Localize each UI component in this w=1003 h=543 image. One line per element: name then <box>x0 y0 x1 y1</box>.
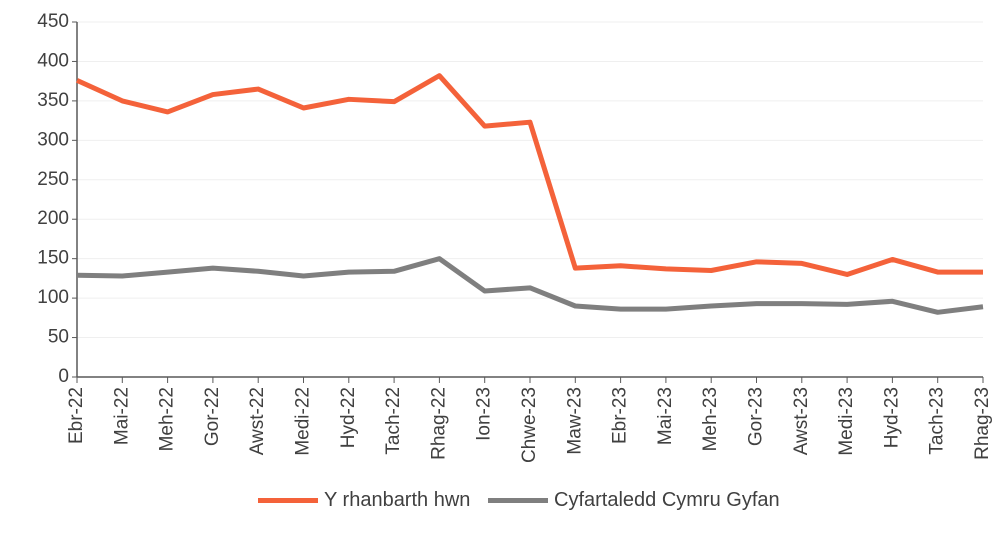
x-tick-label: Awst-23 <box>791 387 812 455</box>
series-line <box>75 73 983 277</box>
y-tick-label: 300 <box>37 129 69 150</box>
x-tick-label: Rhag-23 <box>972 387 993 460</box>
x-tick-label: Hyd-22 <box>338 387 359 448</box>
series-line <box>76 256 984 315</box>
x-tick-label: Meh-22 <box>157 387 178 451</box>
x-tick-label: Ion-23 <box>474 387 495 441</box>
y-tick-label: 50 <box>48 327 69 348</box>
legend-item: Y rhanbarth hwn <box>258 485 474 515</box>
y-tick-label: 250 <box>37 169 69 190</box>
x-tick-label: Maw-23 <box>564 387 585 455</box>
legend-swatch <box>488 498 548 503</box>
y-tick-label: 0 <box>58 366 69 387</box>
x-tick-label: Chwe-23 <box>519 387 540 463</box>
x-tick-label: Awst-22 <box>247 387 268 455</box>
y-tick-label: 100 <box>37 287 69 308</box>
x-tick-label: Tach-22 <box>383 387 404 455</box>
x-tick-label: Ebr-22 <box>66 387 87 444</box>
y-tick-label: 150 <box>37 248 69 269</box>
y-tick-label: 200 <box>37 208 69 229</box>
x-tick-label: Rhag-22 <box>428 387 449 460</box>
legend-item: Cyfartaledd Cymru Gyfan <box>488 485 780 515</box>
x-tick-label: Mai-22 <box>111 387 132 445</box>
x-tick-label: Meh-23 <box>700 387 721 451</box>
y-tick-label: 400 <box>37 50 69 71</box>
x-tick-label: Medi-23 <box>836 387 857 456</box>
y-tick-label: 350 <box>37 90 69 111</box>
x-tick-label: Medi-22 <box>293 387 314 456</box>
legend-swatch <box>258 498 318 503</box>
legend-label: Cyfartaledd Cymru Gyfan <box>554 489 780 511</box>
x-tick-label: Hyd-23 <box>881 387 902 448</box>
x-tick-label: Gor-23 <box>746 387 767 446</box>
y-tick-label: 450 <box>37 11 69 32</box>
legend-label: Y rhanbarth hwn <box>324 489 471 511</box>
x-tick-label: Gor-22 <box>202 387 223 446</box>
x-tick-label: Ebr-23 <box>610 387 631 444</box>
x-tick-label: Tach-23 <box>927 387 948 455</box>
x-tick-label: Mai-23 <box>655 387 676 445</box>
